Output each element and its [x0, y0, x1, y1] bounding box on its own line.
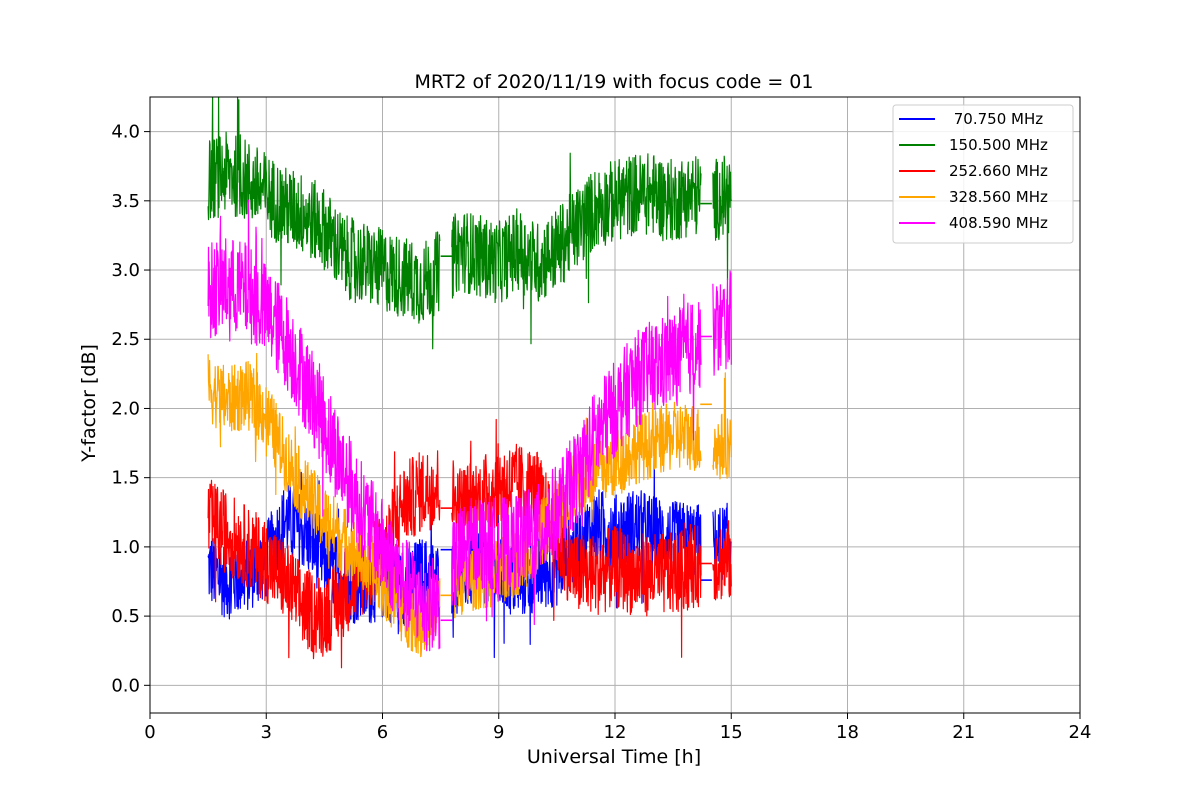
series-4 — [207, 199, 732, 652]
legend-label: 328.560 MHz — [949, 188, 1048, 206]
y-tick-label: 1.0 — [111, 537, 140, 558]
x-tick-label: 21 — [952, 722, 975, 743]
legend-label: 408.590 MHz — [949, 214, 1048, 232]
y-tick-label: 0.5 — [111, 606, 140, 627]
series-layer — [207, 97, 732, 669]
y-tick-label: 2.5 — [111, 329, 140, 350]
series-line — [207, 97, 732, 350]
x-tick-label: 18 — [836, 722, 859, 743]
y-tick-label: 0.0 — [111, 675, 140, 696]
legend-box — [892, 104, 1074, 244]
series-line — [207, 199, 732, 652]
legend-label: 70.750 MHz — [949, 110, 1043, 128]
x-tick-label: 0 — [144, 722, 155, 743]
y-axis-label: Y-factor [dB] — [78, 344, 100, 463]
chart-title: MRT2 of 2020/11/19 with focus code = 01 — [415, 71, 814, 93]
series-1 — [207, 97, 732, 350]
x-tick-label: 24 — [1069, 722, 1092, 743]
x-axis-label: Universal Time [h] — [527, 746, 701, 768]
y-tick-label: 1.5 — [111, 468, 140, 489]
x-tick-label: 3 — [261, 722, 272, 743]
x-tick-label: 9 — [493, 722, 504, 743]
y-axis-ticks: 0.0 0.5 1.0 1.5 2.0 2.5 3.0 3.5 4.0 — [111, 122, 150, 696]
legend: 70.750 MHz 150.500 MHz 252.660 MHz 328.560 … — [892, 104, 1074, 244]
y-tick-label: 2.0 — [111, 398, 140, 419]
y-tick-label: 3.0 — [111, 260, 140, 281]
x-tick-label: 12 — [604, 722, 627, 743]
y-tick-label: 4.0 — [111, 122, 140, 143]
x-tick-label: 15 — [720, 722, 743, 743]
y-tick-label: 3.5 — [111, 191, 140, 212]
legend-label: 150.500 MHz — [949, 136, 1048, 154]
legend-label: 252.660 MHz — [949, 162, 1048, 180]
series-2 — [207, 418, 732, 669]
x-axis-ticks: 0 3 6 9 12 15 18 21 24 — [144, 713, 1091, 743]
plot-area — [207, 97, 732, 669]
x-tick-label: 6 — [377, 722, 388, 743]
